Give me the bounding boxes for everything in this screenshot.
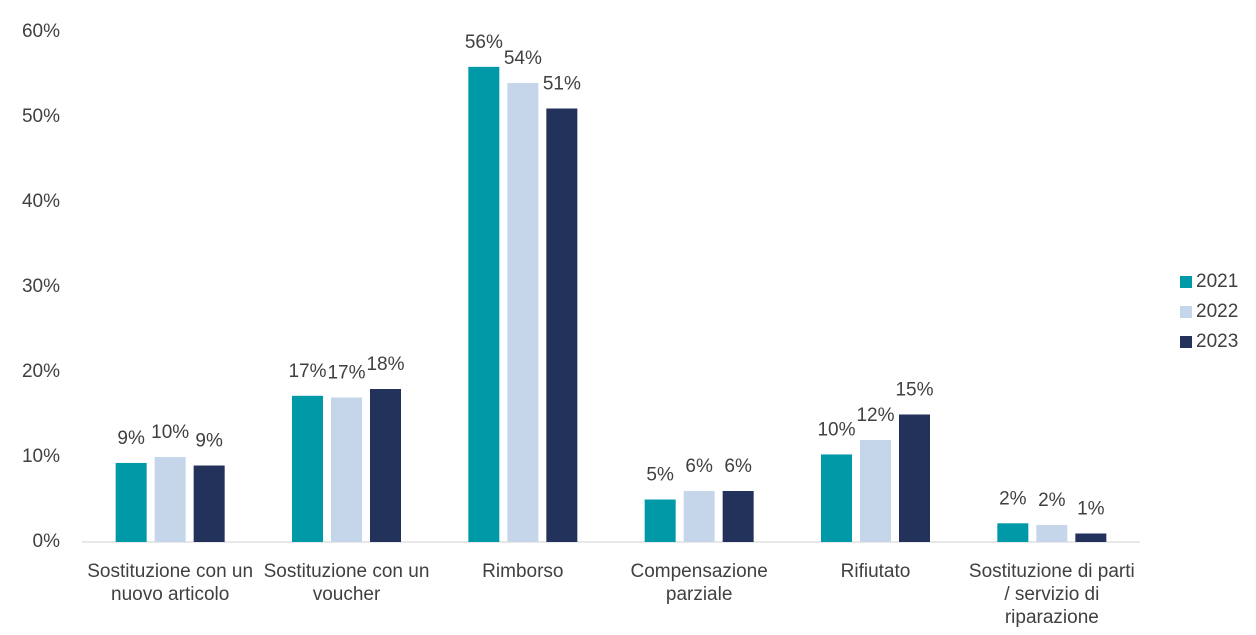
data-label: 12% xyxy=(856,405,894,426)
data-label: 17% xyxy=(288,361,326,382)
bar xyxy=(722,491,754,542)
data-label: 6% xyxy=(724,456,752,477)
bar xyxy=(370,389,401,542)
y-tick-label: 0% xyxy=(33,531,61,552)
data-label: 18% xyxy=(366,354,404,375)
legend-swatch xyxy=(1180,306,1192,318)
x-tick-label: Rifiutato xyxy=(840,561,911,582)
bar xyxy=(507,83,539,542)
x-tick-label: Rimborso xyxy=(482,561,564,582)
data-label: 56% xyxy=(465,32,503,53)
data-label: 10% xyxy=(151,422,189,443)
x-tick-label: Sostituzione con un nuovo articolo xyxy=(87,561,254,605)
y-tick-label: 60% xyxy=(22,21,60,42)
bar xyxy=(821,454,852,542)
bar xyxy=(193,465,225,542)
data-label: 17% xyxy=(327,363,365,384)
data-label: 9% xyxy=(117,428,145,449)
y-tick-label: 40% xyxy=(22,191,60,212)
data-label: 9% xyxy=(195,431,223,452)
data-label: 15% xyxy=(895,380,933,401)
bar xyxy=(683,491,715,542)
bar xyxy=(331,397,362,542)
bar xyxy=(997,523,1029,542)
y-tick-label: 50% xyxy=(22,106,60,127)
bar xyxy=(468,66,500,542)
bar xyxy=(899,414,930,542)
bar xyxy=(546,108,578,542)
legend-swatch xyxy=(1180,276,1192,288)
bar xyxy=(292,395,323,542)
data-label: 10% xyxy=(817,419,855,440)
bar xyxy=(644,499,676,542)
y-tick-label: 20% xyxy=(22,361,60,382)
data-label: 6% xyxy=(685,456,713,477)
bar xyxy=(1075,533,1107,542)
data-label: 2% xyxy=(1038,490,1066,511)
y-tick-label: 30% xyxy=(22,276,60,297)
data-label: 51% xyxy=(543,74,581,95)
bar xyxy=(860,440,891,542)
bar xyxy=(154,457,186,542)
legend-label: 2022 xyxy=(1196,301,1238,322)
x-tick-label: Sostituzione di parti / servizio di ripa… xyxy=(968,561,1135,628)
legend-label: 2021 xyxy=(1196,271,1238,292)
data-label: 5% xyxy=(646,465,674,486)
x-tick-label: Compensazione parziale xyxy=(630,561,768,605)
bar xyxy=(115,462,147,542)
bar xyxy=(1036,525,1068,542)
data-label: 1% xyxy=(1077,499,1105,520)
y-tick-label: 10% xyxy=(22,446,60,467)
legend-swatch xyxy=(1180,336,1192,348)
x-tick-label: Sostituzione con un voucher xyxy=(263,561,430,605)
data-label: 2% xyxy=(999,488,1027,509)
legend-label: 2023 xyxy=(1196,331,1238,352)
data-label: 54% xyxy=(504,48,542,69)
